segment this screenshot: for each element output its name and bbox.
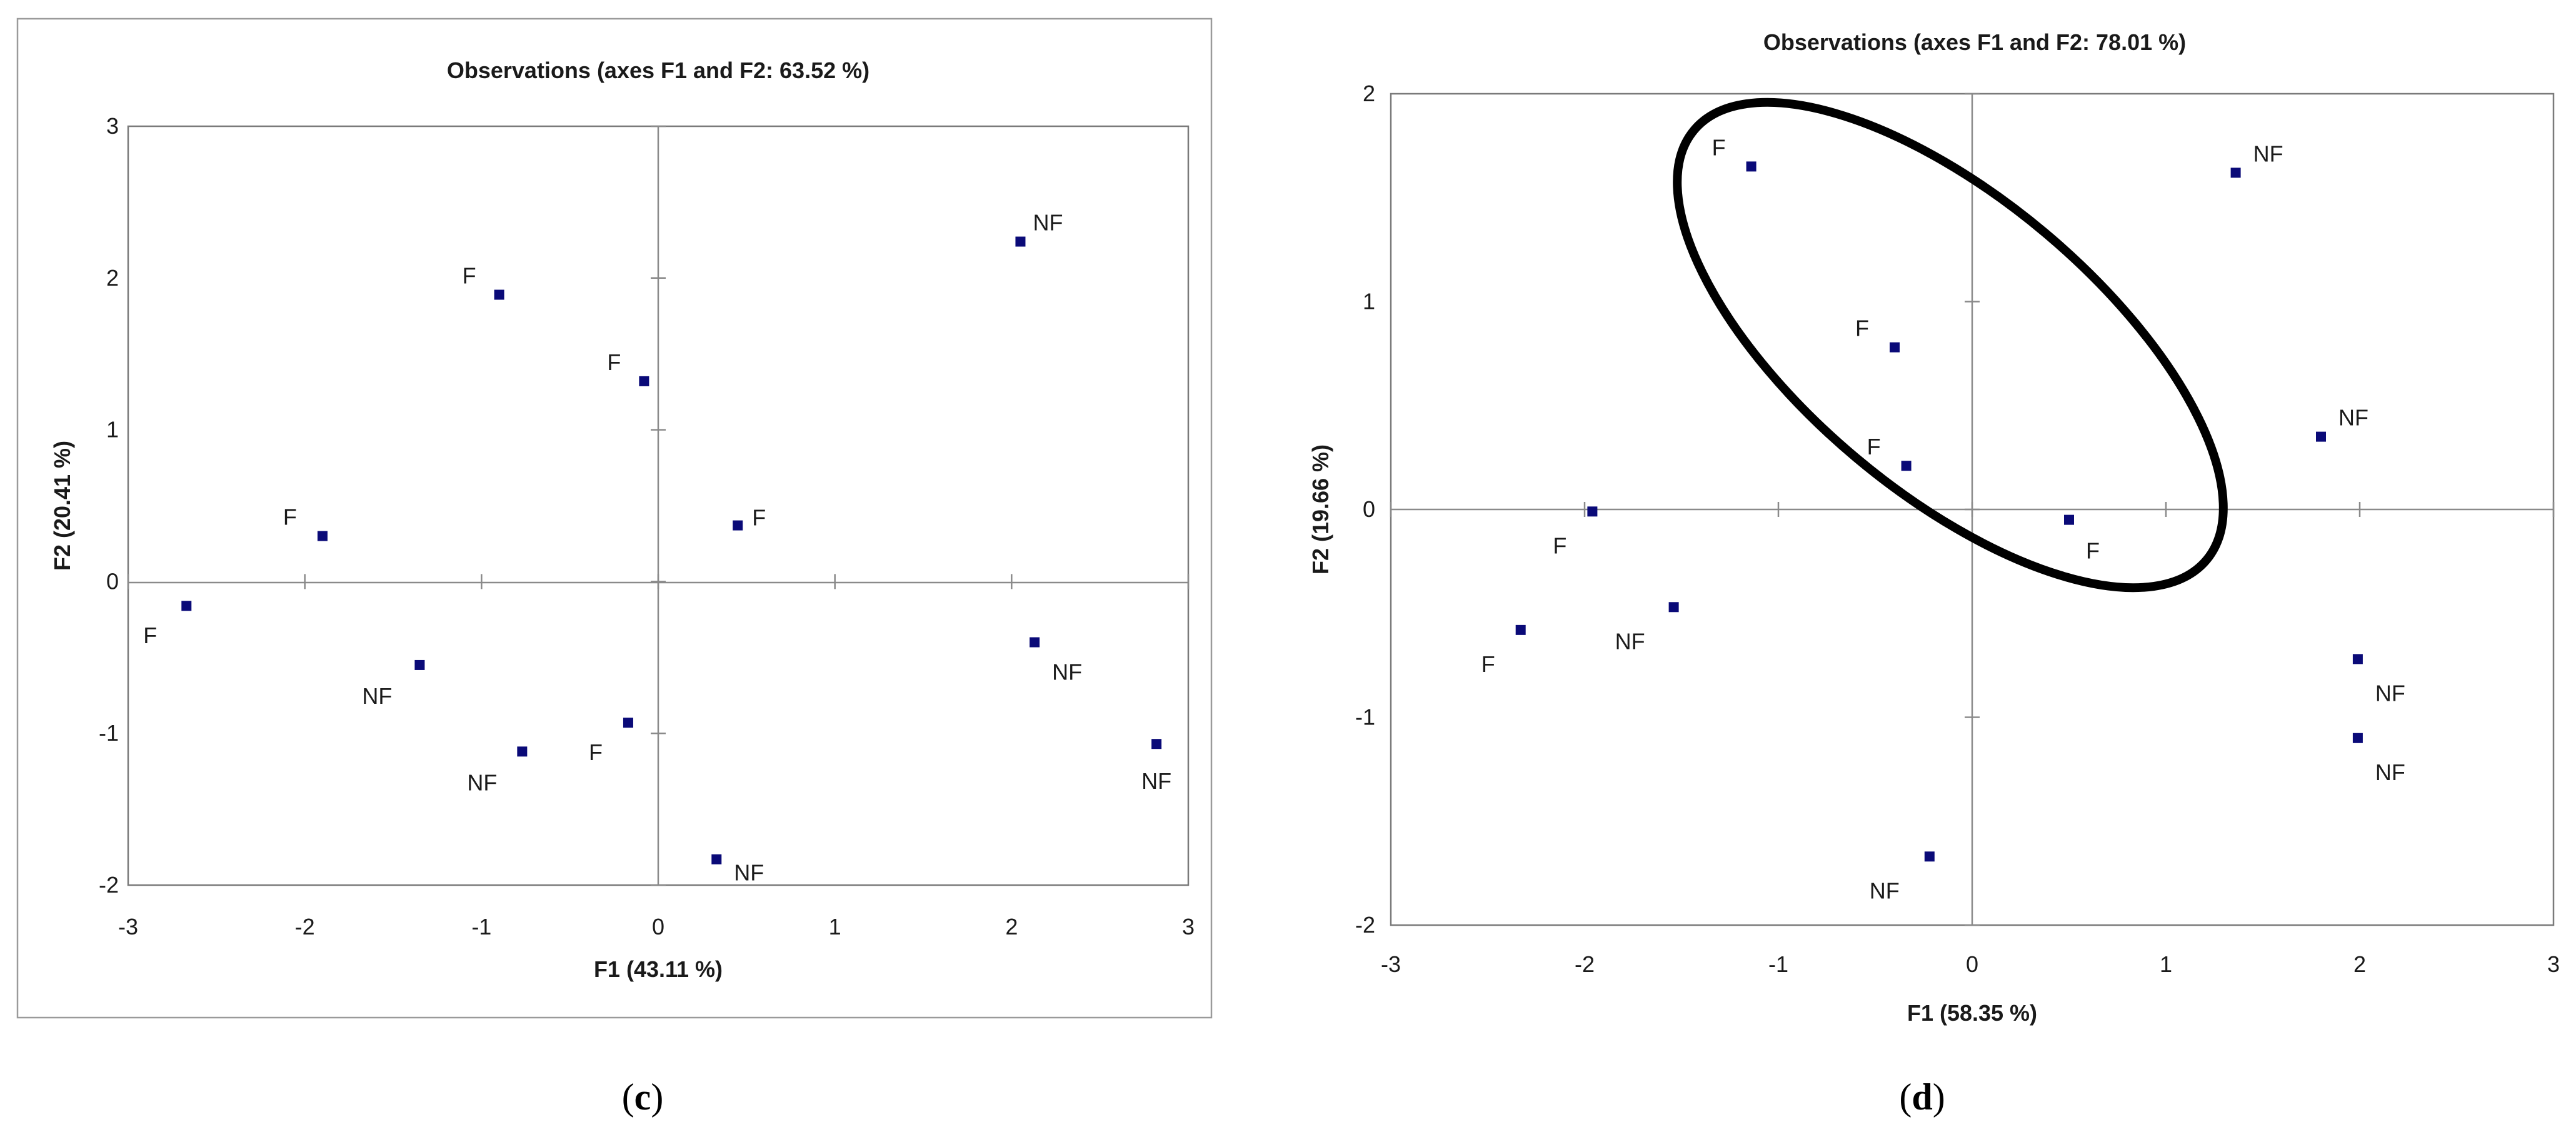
y-tick-labels: -2 -1 0 1 2 xyxy=(1355,81,1375,938)
x-tick-labels: -3 -2 -1 0 1 2 3 xyxy=(118,914,1195,939)
data-point-f xyxy=(623,718,633,728)
x-tick-label: 2 xyxy=(1005,914,1018,939)
tick-marks xyxy=(1390,93,2555,926)
x-tick-label: -2 xyxy=(295,914,315,939)
y-tick-label: 0 xyxy=(1363,496,1375,522)
y-tick-label: -1 xyxy=(1355,704,1375,730)
data-point-label: NF xyxy=(2338,405,2368,431)
data-point-f xyxy=(2064,514,2074,525)
x-axis-label: F1 (43.11 %) xyxy=(594,956,723,982)
x-tick-label: 1 xyxy=(2160,951,2172,977)
data-point-label: NF xyxy=(1615,628,1645,654)
data-point-f xyxy=(639,376,649,386)
x-tick-label: -3 xyxy=(1381,951,1401,977)
y-tick-label: 3 xyxy=(106,113,119,139)
x-tick-label: 3 xyxy=(2547,951,2560,977)
x-tick-label: 2 xyxy=(2353,951,2366,977)
data-points xyxy=(1515,161,2363,862)
data-point-label: NF xyxy=(2375,680,2405,706)
x-tick-label: 0 xyxy=(1966,951,1978,977)
data-point-label: F xyxy=(589,739,603,765)
y-tick-label: -2 xyxy=(1355,912,1375,938)
y-tick-label: -1 xyxy=(99,720,119,746)
y-axis-label: F2 (20.41 %) xyxy=(49,441,75,571)
data-point-label: F xyxy=(1712,134,1726,160)
data-point-f xyxy=(1746,161,1757,172)
x-tick-labels: -3 -2 -1 0 1 2 3 xyxy=(1381,951,2560,977)
data-point-label: F xyxy=(2086,538,2100,564)
x-tick-label: 3 xyxy=(1182,914,1195,939)
data-point-label: NF xyxy=(1033,210,1063,236)
y-tick-label: 1 xyxy=(106,417,119,443)
data-point-nf xyxy=(414,659,425,670)
x-tick-label: -1 xyxy=(1768,951,1788,977)
data-point-f xyxy=(1890,342,1900,353)
data-points xyxy=(181,236,1162,864)
data-point-f xyxy=(1587,506,1598,517)
data-point-label: NF xyxy=(2375,759,2405,785)
data-point-nf xyxy=(711,854,722,864)
data-point-nf xyxy=(2316,431,2326,442)
panel-caption-c: (c) xyxy=(622,1076,664,1118)
y-tick-label: -2 xyxy=(99,872,119,898)
chart-title: Observations (axes F1 and F2: 78.01 %) xyxy=(1763,29,2186,55)
data-point-f xyxy=(1901,461,1912,471)
panel-caption-d: (d) xyxy=(1899,1076,1945,1118)
x-tick-label: 0 xyxy=(652,914,664,939)
data-point-label: F xyxy=(607,349,621,375)
data-point-labels: F F F F F F NF NF NF NF NF NF xyxy=(1481,134,2405,903)
data-point-f xyxy=(733,520,743,531)
data-point-label: F xyxy=(283,504,297,530)
data-point-label: NF xyxy=(467,769,497,795)
data-point-nf xyxy=(1030,637,1040,648)
data-point-label: F xyxy=(1553,533,1566,558)
chart-outer-border xyxy=(16,18,1213,1019)
y-tick-labels: -2 -1 0 1 2 3 xyxy=(99,113,119,898)
data-point-label: F xyxy=(143,623,157,648)
tick-marks xyxy=(127,125,1190,886)
data-point-f xyxy=(181,601,192,611)
data-point-label: F xyxy=(1867,434,1881,459)
chart-panel-c: Observations (axes F1 and F2: 63.52 %) -… xyxy=(16,18,1213,1019)
data-point-label: F xyxy=(752,505,766,531)
y-axis-label: F2 (19.66 %) xyxy=(1308,444,1333,574)
y-tick-label: 1 xyxy=(1363,289,1375,314)
highlight-ellipse xyxy=(1673,98,2228,593)
y-tick-label: 0 xyxy=(106,568,119,594)
data-point-f xyxy=(1515,624,1526,635)
data-point-nf xyxy=(1924,851,1935,862)
data-point-label: F xyxy=(1481,651,1495,677)
data-point-label: NF xyxy=(734,860,764,886)
data-point-label: NF xyxy=(1141,768,1171,794)
data-point-nf xyxy=(2230,168,2241,178)
data-point-nf xyxy=(2352,654,2363,664)
x-axis-label: F1 (58.35 %) xyxy=(1907,1000,2037,1026)
x-tick-label: -3 xyxy=(118,914,138,939)
data-point-label: F xyxy=(463,263,476,289)
data-point-label: NF xyxy=(2253,141,2283,166)
data-point-nf xyxy=(1151,739,1162,749)
x-tick-label: -1 xyxy=(471,914,491,939)
data-point-labels: F F F F F F NF NF NF NF NF NF xyxy=(143,210,1171,886)
data-point-nf xyxy=(1015,236,1026,247)
x-tick-label: 1 xyxy=(829,914,841,939)
data-point-nf xyxy=(1668,602,1679,613)
x-tick-label: -2 xyxy=(1575,951,1595,977)
data-point-label: NF xyxy=(362,683,392,709)
y-tick-label: 2 xyxy=(106,265,119,291)
data-point-f xyxy=(317,531,328,541)
data-point-label: F xyxy=(1855,316,1869,341)
chart-panel-d: Observations (axes F1 and F2: 78.01 %) -… xyxy=(1308,29,2560,1026)
data-point-nf xyxy=(2352,733,2363,743)
data-point-label: NF xyxy=(1052,659,1082,685)
data-point-label: NF xyxy=(1870,878,1900,903)
chart-title: Observations (axes F1 and F2: 63.52 %) xyxy=(447,58,870,83)
y-tick-label: 2 xyxy=(1363,81,1375,106)
data-point-nf xyxy=(517,746,528,757)
data-point-f xyxy=(494,289,504,300)
